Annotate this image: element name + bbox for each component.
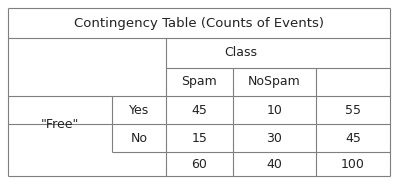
Text: Spam: Spam — [181, 75, 217, 89]
Text: 45: 45 — [345, 132, 361, 144]
Text: 15: 15 — [191, 132, 207, 144]
Text: 100: 100 — [341, 158, 365, 171]
Text: Contingency Table (Counts of Events): Contingency Table (Counts of Events) — [74, 17, 324, 29]
Text: "Free": "Free" — [41, 118, 79, 130]
Text: 40: 40 — [267, 158, 283, 171]
Text: Class: Class — [224, 47, 258, 59]
Text: 60: 60 — [191, 158, 207, 171]
Text: 55: 55 — [345, 103, 361, 116]
Text: 45: 45 — [191, 103, 207, 116]
Text: NoSpam: NoSpam — [248, 75, 301, 89]
Text: No: No — [131, 132, 148, 144]
Text: Yes: Yes — [129, 103, 149, 116]
Text: 10: 10 — [267, 103, 283, 116]
Text: 30: 30 — [267, 132, 283, 144]
